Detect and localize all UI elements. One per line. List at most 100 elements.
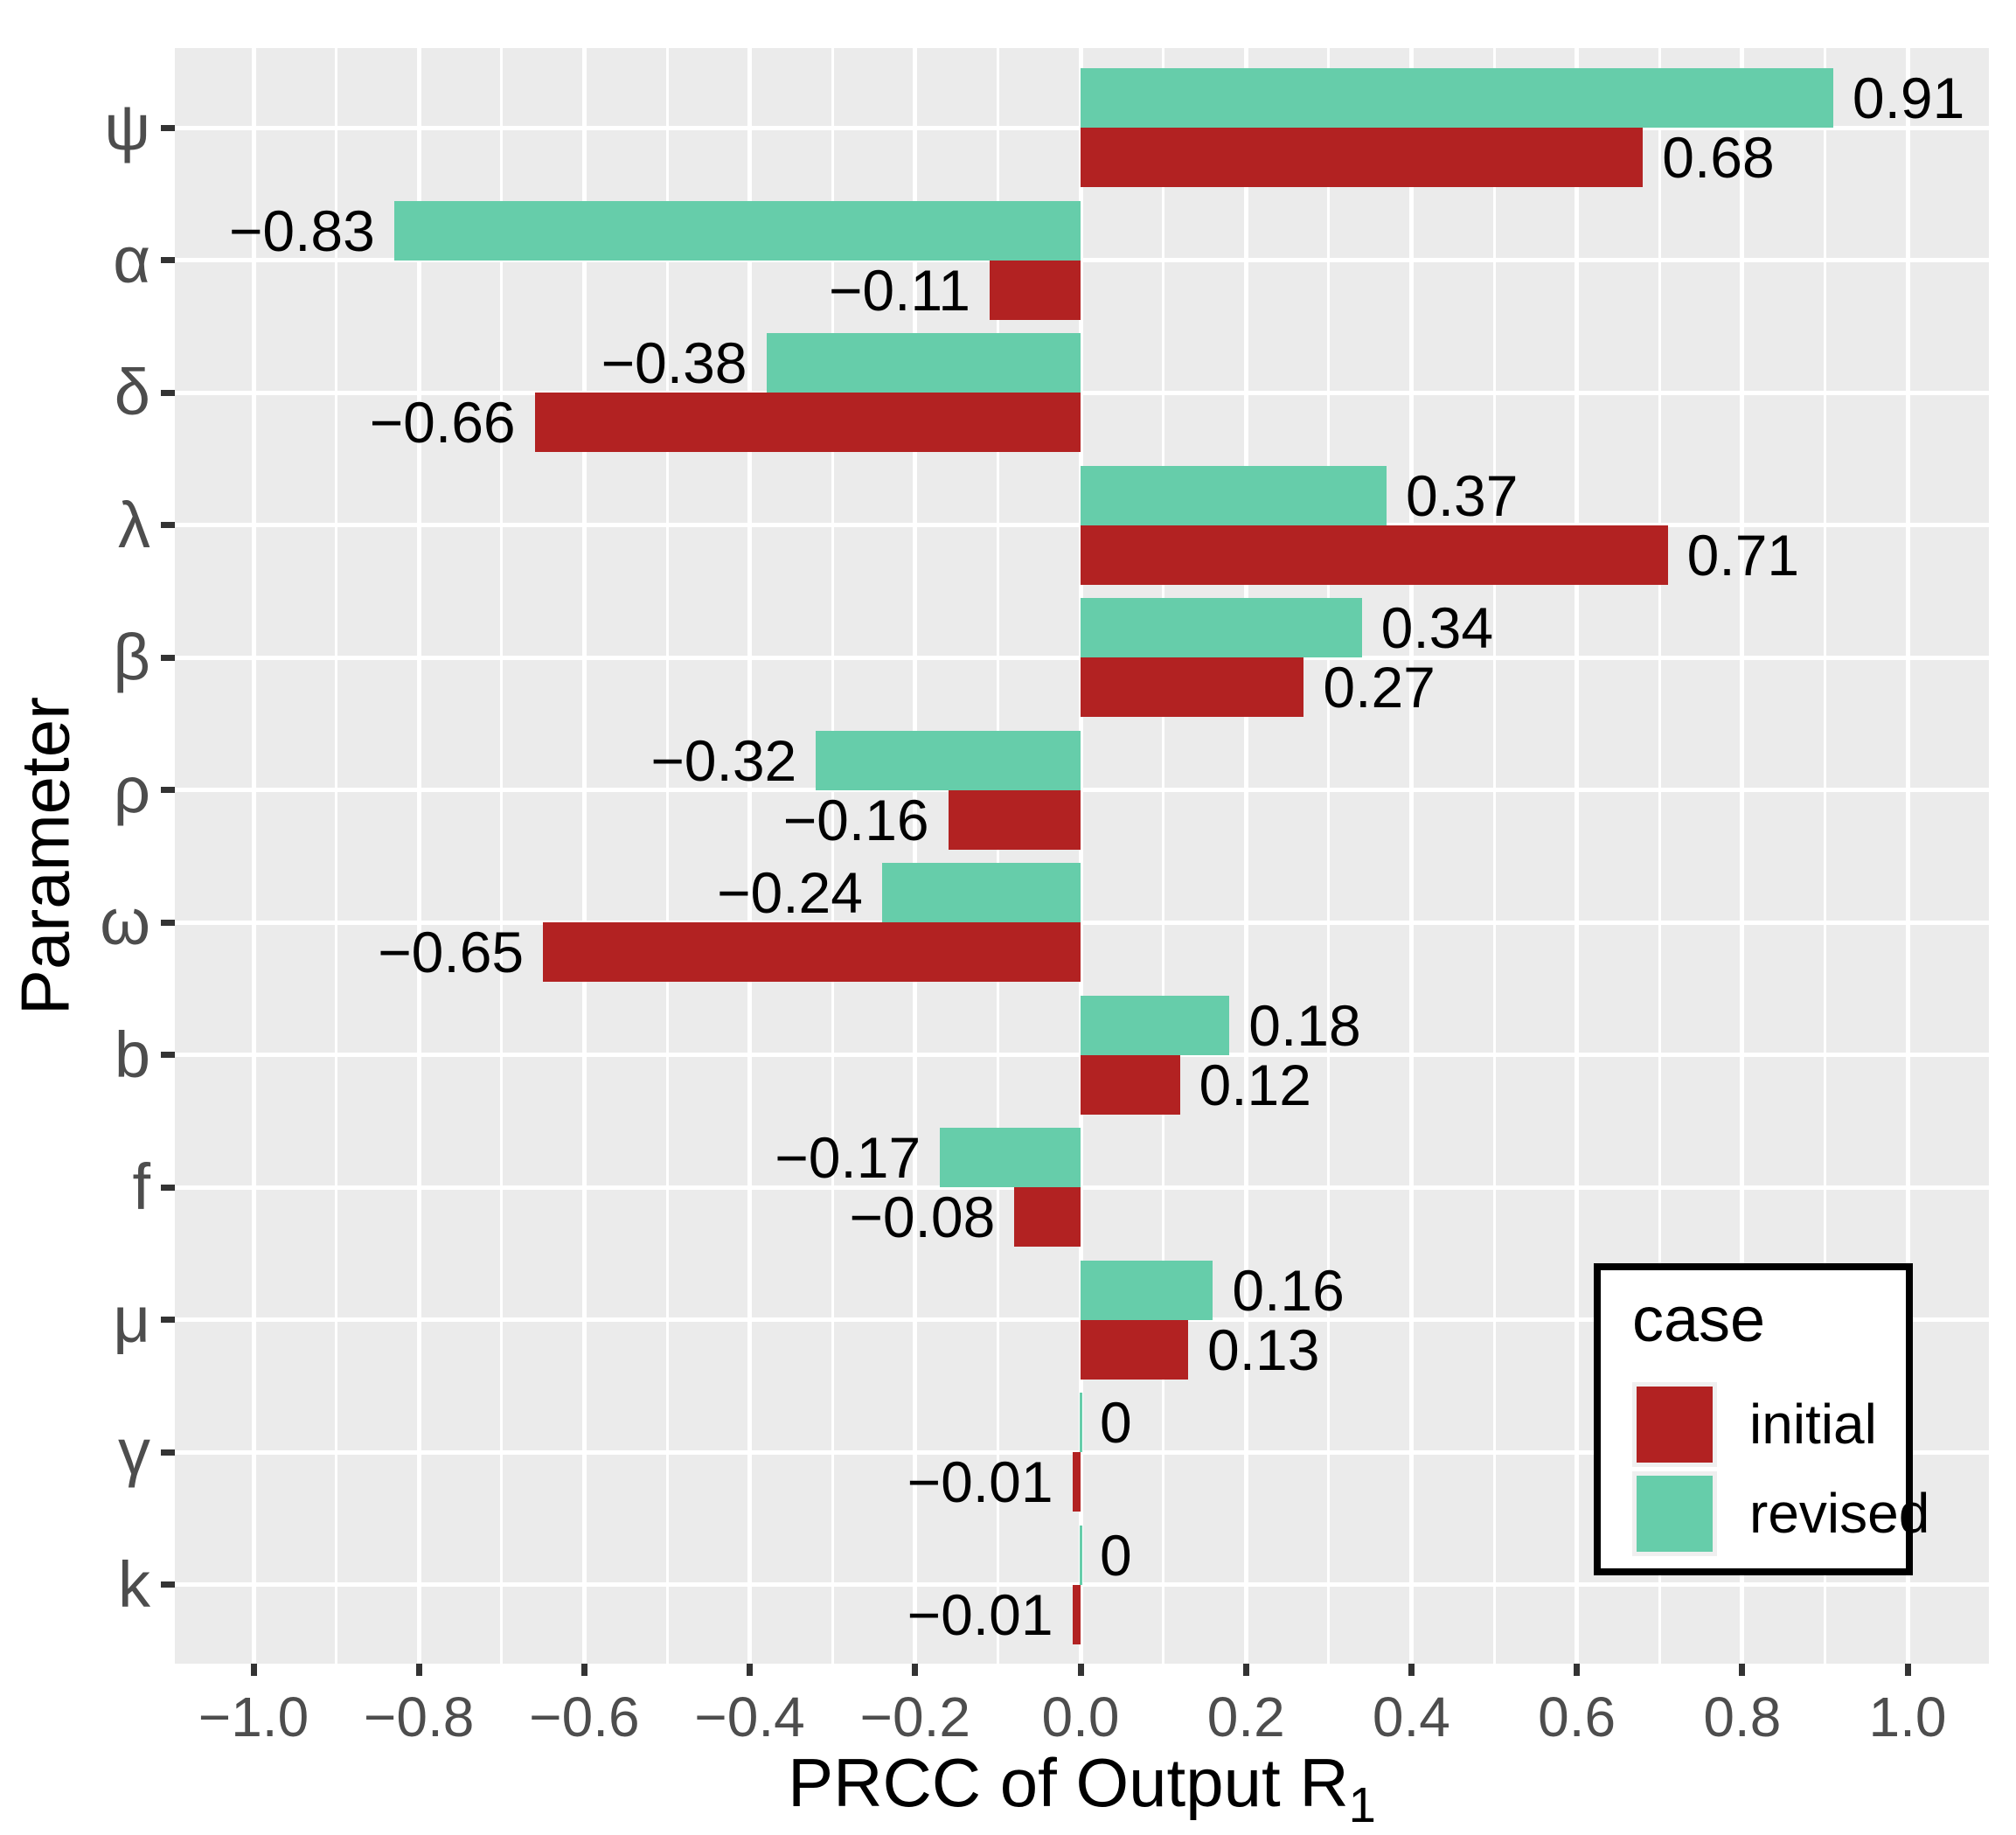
bar-label-initial-ω: −0.65 xyxy=(378,920,525,984)
bar-label-initial-ρ: −0.16 xyxy=(782,787,929,852)
bar-initial-β xyxy=(1081,657,1304,717)
legend-swatch-revised xyxy=(1637,1476,1713,1552)
bar-label-initial-f: −0.08 xyxy=(849,1185,996,1249)
gridline-major xyxy=(581,48,587,1664)
gridline-major xyxy=(1243,48,1248,1664)
bar-revised-ω xyxy=(881,863,1081,922)
bar-initial-f xyxy=(1014,1187,1081,1247)
bar-label-revised-k: 0 xyxy=(1100,1522,1132,1588)
x-tick-label-0.0: 0.0 xyxy=(1041,1686,1120,1748)
y-tick-mark xyxy=(161,919,175,926)
x-axis-title-subscript: 1 xyxy=(1348,1776,1376,1832)
gridline-major-h xyxy=(175,1185,1989,1190)
x-tick-label-−0.6: −0.6 xyxy=(529,1686,640,1748)
gridline-minor xyxy=(1658,48,1661,1664)
x-tick-label-0.4: 0.4 xyxy=(1372,1686,1450,1748)
bar-label-revised-μ: 0.16 xyxy=(1232,1257,1345,1323)
legend-label-revised: revised xyxy=(1749,1482,1930,1545)
bar-revised-α xyxy=(393,200,1081,261)
bar-initial-δ xyxy=(534,393,1081,452)
bar-revised-β xyxy=(1081,598,1362,657)
bar-label-revised-δ: −0.38 xyxy=(601,330,747,395)
gridline-major-h xyxy=(175,1449,1989,1455)
y-tick-mark xyxy=(161,522,175,528)
gridline-minor xyxy=(831,48,834,1664)
bar-initial-k xyxy=(1072,1584,1081,1644)
x-tick-mark xyxy=(1077,1664,1084,1676)
bar-label-initial-δ: −0.66 xyxy=(369,390,516,455)
legend: case initial revised xyxy=(1594,1263,1929,1575)
gridline-minor xyxy=(1823,48,1826,1664)
x-tick-label-1.0: 1.0 xyxy=(1868,1686,1947,1748)
y-tick-label-μ: μ xyxy=(113,1282,150,1356)
y-tick-label-k: k xyxy=(118,1547,150,1621)
y-tick-mark xyxy=(161,1184,175,1191)
y-tick-mark xyxy=(161,124,175,131)
bar-revised-ψ xyxy=(1081,68,1833,128)
y-tick-label-ρ: ρ xyxy=(113,753,150,826)
x-tick-mark xyxy=(1242,1664,1249,1676)
y-tick-mark xyxy=(161,1317,175,1323)
gridline-major xyxy=(747,48,753,1664)
gridline-major xyxy=(1740,48,1745,1664)
bar-revised-δ xyxy=(766,333,1081,393)
y-tick-label-f: f xyxy=(132,1150,150,1223)
gridline-major xyxy=(251,48,256,1664)
bar-initial-ω xyxy=(543,922,1081,982)
bar-initial-ψ xyxy=(1081,128,1644,187)
gridline-major xyxy=(1905,48,1910,1664)
x-tick-mark xyxy=(580,1664,587,1676)
gridline-major-h xyxy=(175,788,1989,792)
bar-initial-λ xyxy=(1081,525,1668,585)
x-tick-mark xyxy=(1574,1664,1581,1676)
gridline-minor xyxy=(996,48,999,1664)
bar-revised-ρ xyxy=(816,730,1081,790)
bar-initial-ρ xyxy=(948,789,1081,850)
bar-label-initial-γ: −0.01 xyxy=(907,1449,1053,1514)
x-tick-mark xyxy=(1408,1664,1415,1676)
y-tick-mark xyxy=(161,1052,175,1058)
y-tick-mark xyxy=(161,787,175,793)
y-tick-label-ω: ω xyxy=(100,886,150,958)
bar-initial-μ xyxy=(1081,1319,1188,1380)
x-tick-mark xyxy=(415,1664,422,1676)
bar-label-initial-β: 0.27 xyxy=(1323,655,1436,719)
y-tick-label-λ: λ xyxy=(118,488,150,561)
bar-revised-γ xyxy=(1079,1393,1082,1452)
bar-revised-f xyxy=(940,1128,1081,1187)
bar-label-initial-α: −0.11 xyxy=(828,257,970,323)
bar-label-revised-ω: −0.24 xyxy=(716,860,863,925)
bar-label-revised-β: 0.34 xyxy=(1380,595,1494,660)
bar-revised-k xyxy=(1079,1525,1082,1585)
bar-label-initial-k: −0.01 xyxy=(907,1581,1053,1647)
legend-swatch-initial xyxy=(1637,1387,1713,1463)
legend-title: case xyxy=(1632,1285,1766,1355)
x-axis-title: PRCC of Output R1 xyxy=(175,1743,1989,1833)
x-tick-mark xyxy=(747,1664,754,1676)
y-tick-mark xyxy=(161,654,175,661)
x-tick-mark xyxy=(250,1664,257,1676)
legend-label-initial: initial xyxy=(1749,1393,1877,1456)
gridline-major xyxy=(1408,48,1414,1664)
x-axis-title-main: PRCC of Output R xyxy=(788,1744,1349,1821)
gridline-minor xyxy=(335,48,338,1664)
gridline-major xyxy=(1575,48,1580,1664)
y-tick-label-β: β xyxy=(113,621,150,693)
y-tick-mark xyxy=(161,1449,175,1456)
y-tick-label-α: α xyxy=(113,223,150,296)
plot-panel: 0.91 0.68 −0.83 −0.11 −0.38 −0.66 0.37 0.71 0.34… xyxy=(175,48,1989,1664)
x-tick-mark xyxy=(912,1664,919,1676)
bar-revised-μ xyxy=(1081,1260,1213,1320)
gridline-minor xyxy=(1492,48,1496,1664)
bar-label-revised-b: 0.18 xyxy=(1248,992,1361,1058)
bar-label-initial-b: 0.12 xyxy=(1199,1052,1311,1117)
y-tick-label-ψ: ψ xyxy=(104,91,150,163)
x-tick-label-−0.2: −0.2 xyxy=(859,1686,970,1748)
y-axis-title: Parameter xyxy=(6,696,84,1016)
x-tick-mark xyxy=(1904,1664,1911,1676)
bar-label-initial-ψ: 0.68 xyxy=(1662,125,1775,190)
y-tick-mark xyxy=(161,1581,175,1588)
bar-label-revised-f: −0.17 xyxy=(775,1125,921,1190)
y-tick-label-δ: δ xyxy=(114,356,150,428)
